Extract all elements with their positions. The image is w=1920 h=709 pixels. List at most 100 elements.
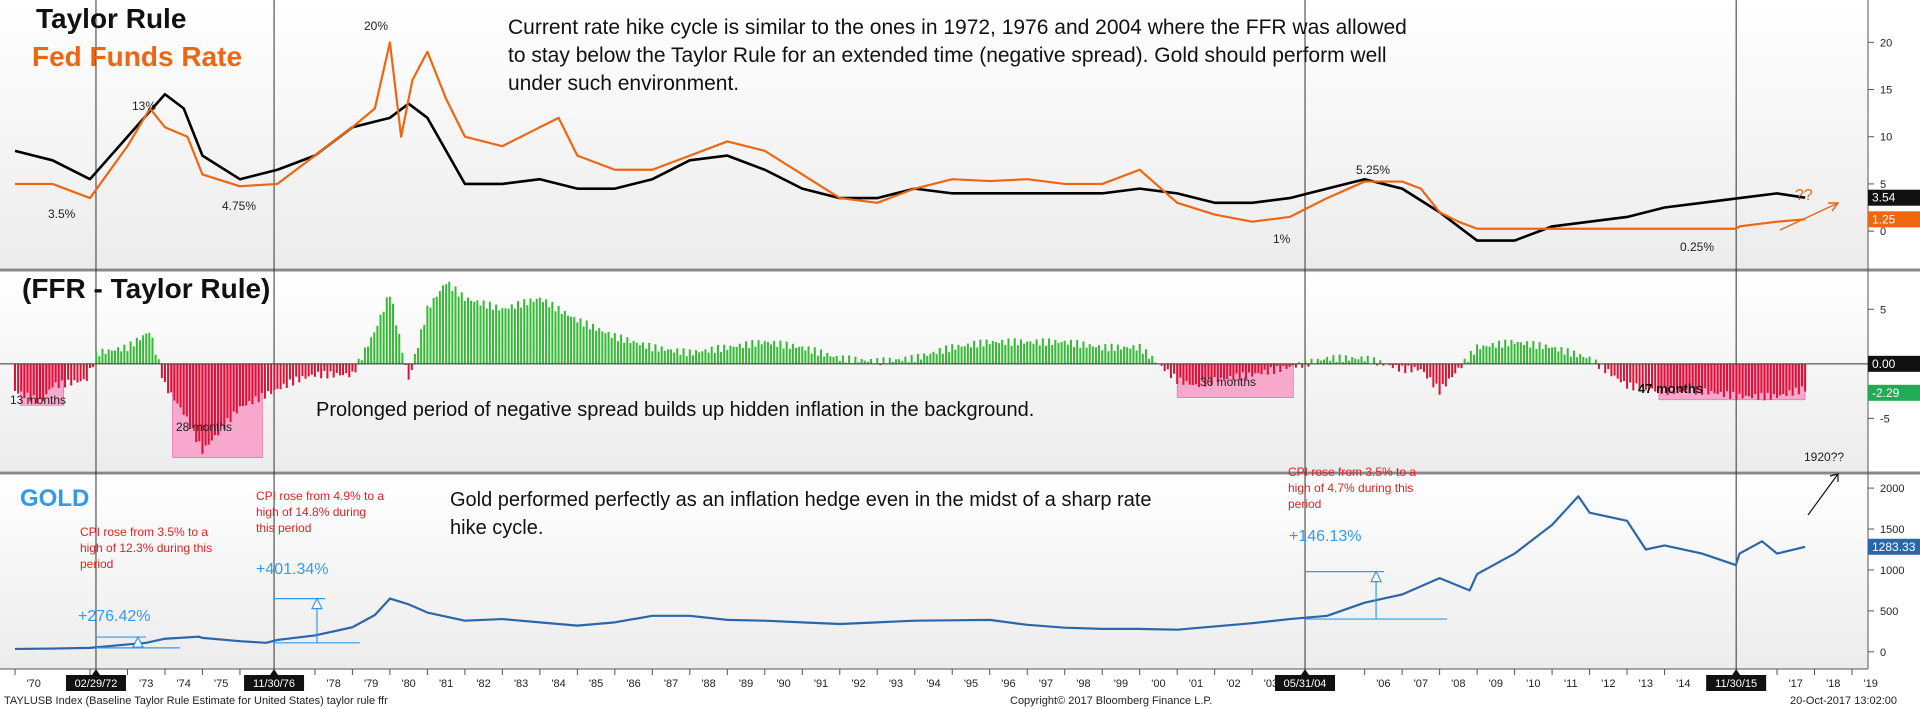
spread-bar [329,363,332,372]
panel2-ytick-label: 0 [1880,647,1886,659]
spread-bar [1363,361,1366,364]
spread-bar [1166,363,1169,370]
spread-bar [1666,363,1669,395]
spread-bar [1685,363,1688,390]
label-0.25: 0.25% [1680,240,1714,254]
spread-bar [1301,363,1304,368]
gain-label-1: +276.42% [78,608,151,625]
spread-bar [620,334,623,364]
spread-bar [326,363,329,379]
spread-bar [585,320,588,364]
spread-bar [301,363,304,377]
spread-bar [1716,363,1719,395]
spread-bar [451,291,454,364]
spread-bar [1454,363,1457,374]
spread-bar [1672,363,1675,394]
spread-bar [95,352,98,364]
spread-bar [182,363,185,415]
spread-bar [604,333,607,364]
spread-bar [679,354,682,364]
spread-bar [1110,343,1113,364]
spread-bar [1269,363,1272,368]
spread-bar [1551,347,1554,364]
x-axis: '70'72'73'74'75'76'78'79'80'81'82'83'84'… [14,669,1878,691]
spread-bar [791,343,794,364]
x-tick-label: '82 [476,678,490,690]
spread-bar [348,363,351,378]
spread-bar [1119,349,1122,364]
fed-funds-line [15,41,1806,230]
spread-bar [132,346,135,364]
spread-bar [566,315,569,364]
spread-bar [1057,343,1060,364]
spread-bar [1257,363,1260,374]
spread-bar [732,346,735,364]
spread-bar [217,363,220,436]
spread-bar [1772,363,1775,395]
spread-bar [282,363,285,384]
spread-bar [1266,363,1269,375]
spread-bar [760,344,763,364]
panel2-ytick-label: 500 [1880,606,1898,618]
event-lines [95,0,1737,669]
right-axis-background [1868,0,1920,669]
spread-bar [1135,350,1138,364]
spread-bar [188,363,191,430]
spread-bar [1273,363,1276,374]
spread-bar [413,353,416,364]
spread-bar [148,332,151,364]
spread-bar [1557,351,1560,364]
spread-bar [1151,355,1154,364]
spread-bar [991,340,994,364]
spread-bar [632,341,635,364]
spread-bar [407,363,410,380]
spread-bar [448,281,451,364]
x-tick-label: '98 [1076,678,1090,690]
spread-bar [557,305,560,364]
spread-bar [795,347,798,364]
x-tick-label: '88 [701,678,715,690]
spread-bar [260,363,263,394]
gold-forecast-arrow [1807,473,1839,516]
footer-right: 20-Oct-2017 13:02:00 [1790,695,1897,707]
spread-bar [1766,363,1769,393]
label-5.25: 5.25% [1356,163,1390,177]
spread-bar [1622,363,1625,382]
spread-bar [688,349,691,364]
spread-bar [538,297,541,364]
spread-bar [1422,363,1425,372]
spread-bar [838,360,841,364]
spread-bar [63,363,66,388]
spread-bar [1616,363,1619,379]
spread-bar [1754,363,1757,395]
spread-bar [670,349,673,364]
spread-bar [1682,363,1685,392]
spread-bar [773,340,776,364]
spread-bar [454,286,457,364]
spread-bar [270,363,273,395]
spread-bar [235,363,238,414]
spread-bar [226,363,229,419]
spread-bar [766,342,769,364]
spread-bar [841,355,844,364]
spread-bar [969,347,972,364]
panel0-ytick-label: 15 [1880,85,1892,97]
x-tick-label: '94 [926,678,940,690]
spread-bar [654,344,657,364]
spread-bar [1148,358,1151,364]
spread-bar [1344,355,1347,364]
spread-bar [1013,338,1016,364]
x-tick-label: '80 [401,678,415,690]
spread-bar [429,307,432,364]
spread-bar [1213,363,1216,378]
orange-forecast-arrowhead [1828,202,1840,212]
spread-bar [1535,348,1538,364]
spread-bar [820,349,823,364]
spread-bar [1785,363,1788,396]
top-annotation: Current rate hike cycle is similar to th… [508,16,1407,95]
spread-bar [370,337,373,364]
spread-bar [1376,363,1379,366]
spread-bar [548,307,551,364]
spread-bar [1316,358,1319,364]
spread-bar [229,363,232,422]
